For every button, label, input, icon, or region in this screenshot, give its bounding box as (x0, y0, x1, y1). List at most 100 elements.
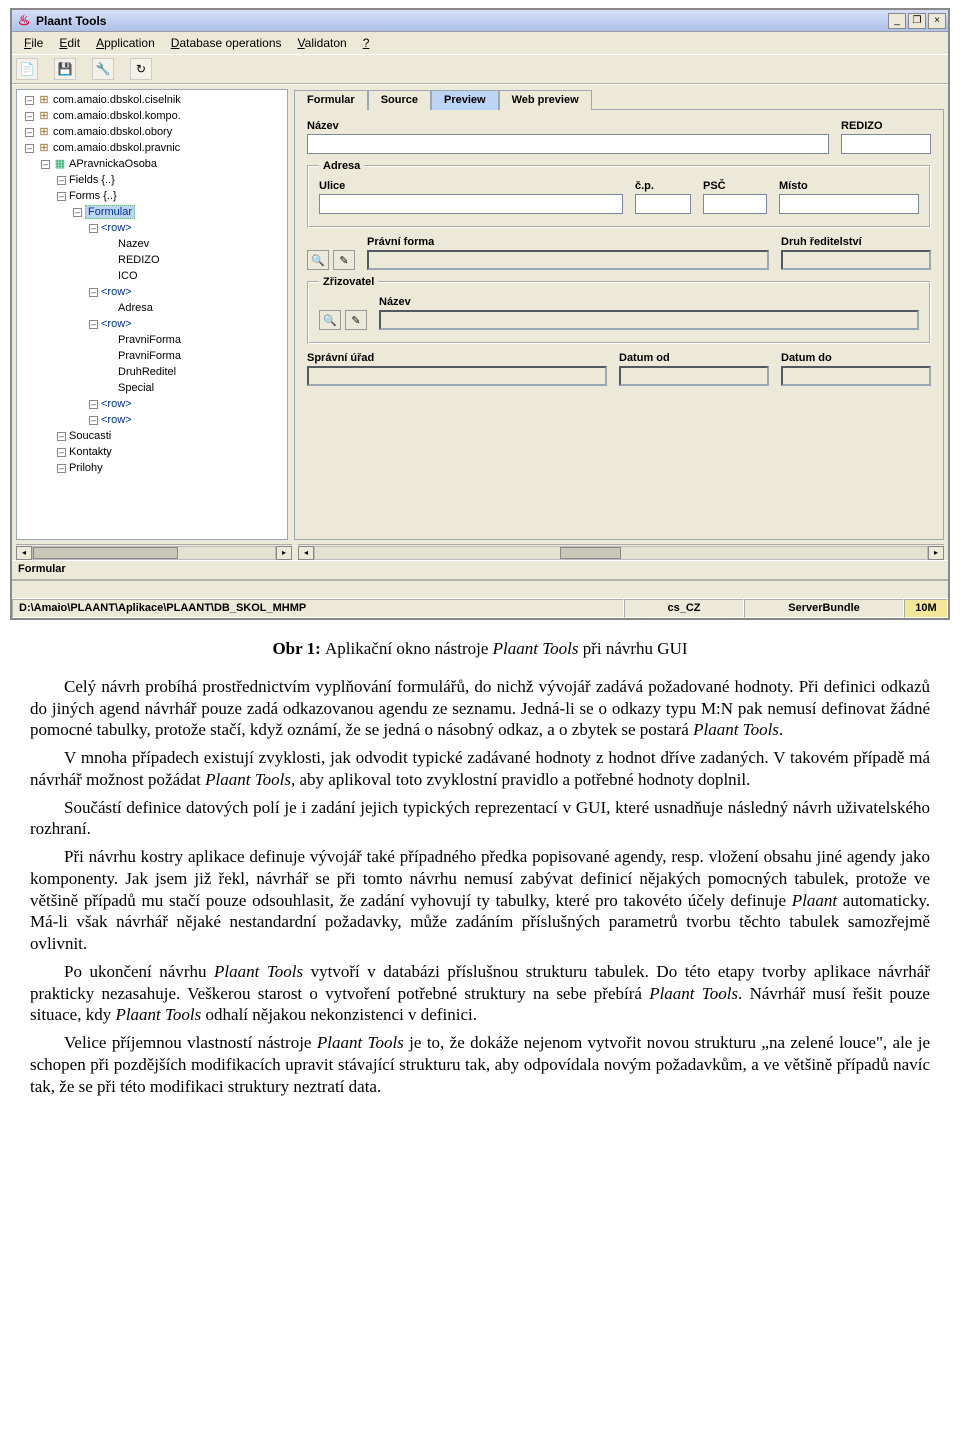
tab-preview[interactable]: Preview (431, 90, 499, 110)
tree-node[interactable]: Kontakty (69, 446, 112, 458)
input-druh-reditelstvi[interactable] (781, 250, 931, 270)
legend-zrizovatel: Zřizovatel (319, 276, 378, 288)
edit-icon[interactable]: ✎ (345, 310, 367, 330)
label-pravni-forma: Právní forma (367, 236, 769, 248)
expand-icon[interactable]: – (57, 176, 66, 185)
scroll-right-icon[interactable]: ▸ (928, 546, 944, 560)
tree-panel[interactable]: –⊞com.amaio.dbskol.ciselnik –⊞com.amaio.… (16, 89, 288, 540)
scroll-right-icon[interactable]: ▸ (276, 546, 292, 560)
form-h-scrollbar[interactable]: ◂ ▸ (298, 544, 944, 560)
expand-icon[interactable]: – (25, 128, 34, 137)
input-datum-od[interactable] (619, 366, 769, 386)
input-pravni-forma[interactable] (367, 250, 769, 270)
expand-icon[interactable]: – (25, 96, 34, 105)
input-spravni-urad[interactable] (307, 366, 607, 386)
tree-node[interactable]: Prilohy (69, 462, 103, 474)
menu-help[interactable]: ? (355, 34, 378, 52)
bottom-tab[interactable]: Formular (12, 560, 948, 580)
expand-icon[interactable]: – (57, 432, 66, 441)
tree-node[interactable]: com.amaio.dbskol.pravnic (53, 142, 180, 154)
input-ulice[interactable] (319, 194, 623, 214)
package-icon: ⊞ (37, 92, 51, 108)
label-spravni-urad: Správní úřad (307, 352, 607, 364)
input-redizo[interactable] (841, 134, 931, 154)
tree-node[interactable]: <row> (101, 398, 132, 410)
edit-icon[interactable]: ✎ (333, 250, 355, 270)
expand-icon[interactable]: – (89, 288, 98, 297)
menu-edit[interactable]: Edit (51, 34, 88, 52)
tab-source[interactable]: Source (368, 90, 431, 110)
paragraph: Při návrhu kostry aplikace definuje vývo… (30, 846, 930, 955)
tree-node[interactable]: com.amaio.dbskol.ciselnik (53, 94, 181, 106)
lookup-icon[interactable]: 🔍 (319, 310, 341, 330)
expand-icon[interactable]: – (41, 160, 50, 169)
toolbar-refresh-icon[interactable]: ↻ (130, 58, 152, 80)
input-datum-do[interactable] (781, 366, 931, 386)
tree-node[interactable]: Adresa (118, 302, 153, 314)
scroll-left-icon[interactable]: ◂ (298, 546, 314, 560)
window-title: Plaant Tools (36, 14, 106, 28)
menu-validation[interactable]: Validaton (290, 34, 355, 52)
toolbar-new-icon[interactable]: 📄 (16, 58, 38, 80)
article: Obr 1: Aplikační okno nástroje Plaant To… (30, 638, 930, 1097)
paragraph: Součástí definice datových polí je i zad… (30, 797, 930, 841)
tree-node[interactable]: <row> (101, 222, 132, 234)
label-cp: č.p. (635, 180, 691, 192)
minimize-button[interactable]: _ (888, 13, 906, 29)
scroll-left-icon[interactable]: ◂ (16, 546, 32, 560)
tree-node[interactable]: <row> (101, 318, 132, 330)
tree-node-selected[interactable]: Formular (85, 205, 135, 219)
label-nazev: Název (307, 120, 829, 132)
menu-db-ops[interactable]: Database operations (163, 34, 290, 52)
toolbar-save-icon[interactable]: 💾 (54, 58, 76, 80)
paragraph: Celý návrh probíhá prostřednictvím vyplň… (30, 676, 930, 741)
tree-node[interactable]: Forms {..} (69, 190, 117, 202)
tree-node[interactable]: PravniForma (118, 334, 181, 346)
tree-node[interactable]: com.amaio.dbskol.kompo. (53, 110, 181, 122)
expand-icon[interactable]: – (89, 224, 98, 233)
expand-icon[interactable]: – (57, 464, 66, 473)
titlebar[interactable]: ♨ Plaant Tools _ ❐ × (12, 10, 948, 32)
label-datum-do: Datum do (781, 352, 931, 364)
tree-node[interactable]: Nazev (118, 238, 149, 250)
input-psc[interactable] (703, 194, 767, 214)
menu-file[interactable]: File (16, 34, 51, 52)
status-mem: 10M (904, 599, 948, 618)
tab-formular[interactable]: Formular (294, 90, 368, 110)
input-misto[interactable] (779, 194, 919, 214)
menu-application[interactable]: Application (88, 34, 163, 52)
input-nazev[interactable] (307, 134, 829, 154)
toolbar: 📄 💾 🔧 ↻ (12, 54, 948, 84)
tree-node[interactable]: DruhReditel (118, 366, 176, 378)
status-bundle: ServerBundle (744, 599, 904, 618)
tree-node[interactable]: ICO (118, 270, 138, 282)
expand-icon[interactable]: – (57, 448, 66, 457)
close-button[interactable]: × (928, 13, 946, 29)
input-zr-nazev[interactable] (379, 310, 919, 330)
expand-icon[interactable]: – (57, 192, 66, 201)
lookup-icon[interactable]: 🔍 (307, 250, 329, 270)
expand-icon[interactable]: – (25, 144, 34, 153)
tree-node[interactable]: APravnickaOsoba (69, 158, 157, 170)
tree-node[interactable]: Soucasti (69, 430, 111, 442)
form-area: Formular Source Preview Web preview Náze… (294, 89, 944, 540)
tree-node[interactable]: <row> (101, 414, 132, 426)
input-cp[interactable] (635, 194, 691, 214)
expand-icon[interactable]: – (89, 416, 98, 425)
expand-icon[interactable]: – (25, 112, 34, 121)
restore-button[interactable]: ❐ (908, 13, 926, 29)
label-zr-nazev: Název (379, 296, 919, 308)
bottom-tab-label[interactable]: Formular (18, 563, 66, 575)
toolbar-tool-icon[interactable]: 🔧 (92, 58, 114, 80)
tree-node[interactable]: Special (118, 382, 154, 394)
tab-web-preview[interactable]: Web preview (499, 90, 592, 110)
tree-node[interactable]: <row> (101, 286, 132, 298)
tree-node[interactable]: com.amaio.dbskol.obory (53, 126, 172, 138)
tree-node[interactable]: REDIZO (118, 254, 160, 266)
tree-h-scrollbar[interactable]: ◂ ▸ (16, 544, 292, 560)
expand-icon[interactable]: – (73, 208, 82, 217)
tree-node[interactable]: Fields {..} (69, 174, 115, 186)
expand-icon[interactable]: – (89, 320, 98, 329)
expand-icon[interactable]: – (89, 400, 98, 409)
tree-node[interactable]: PravniForma (118, 350, 181, 362)
